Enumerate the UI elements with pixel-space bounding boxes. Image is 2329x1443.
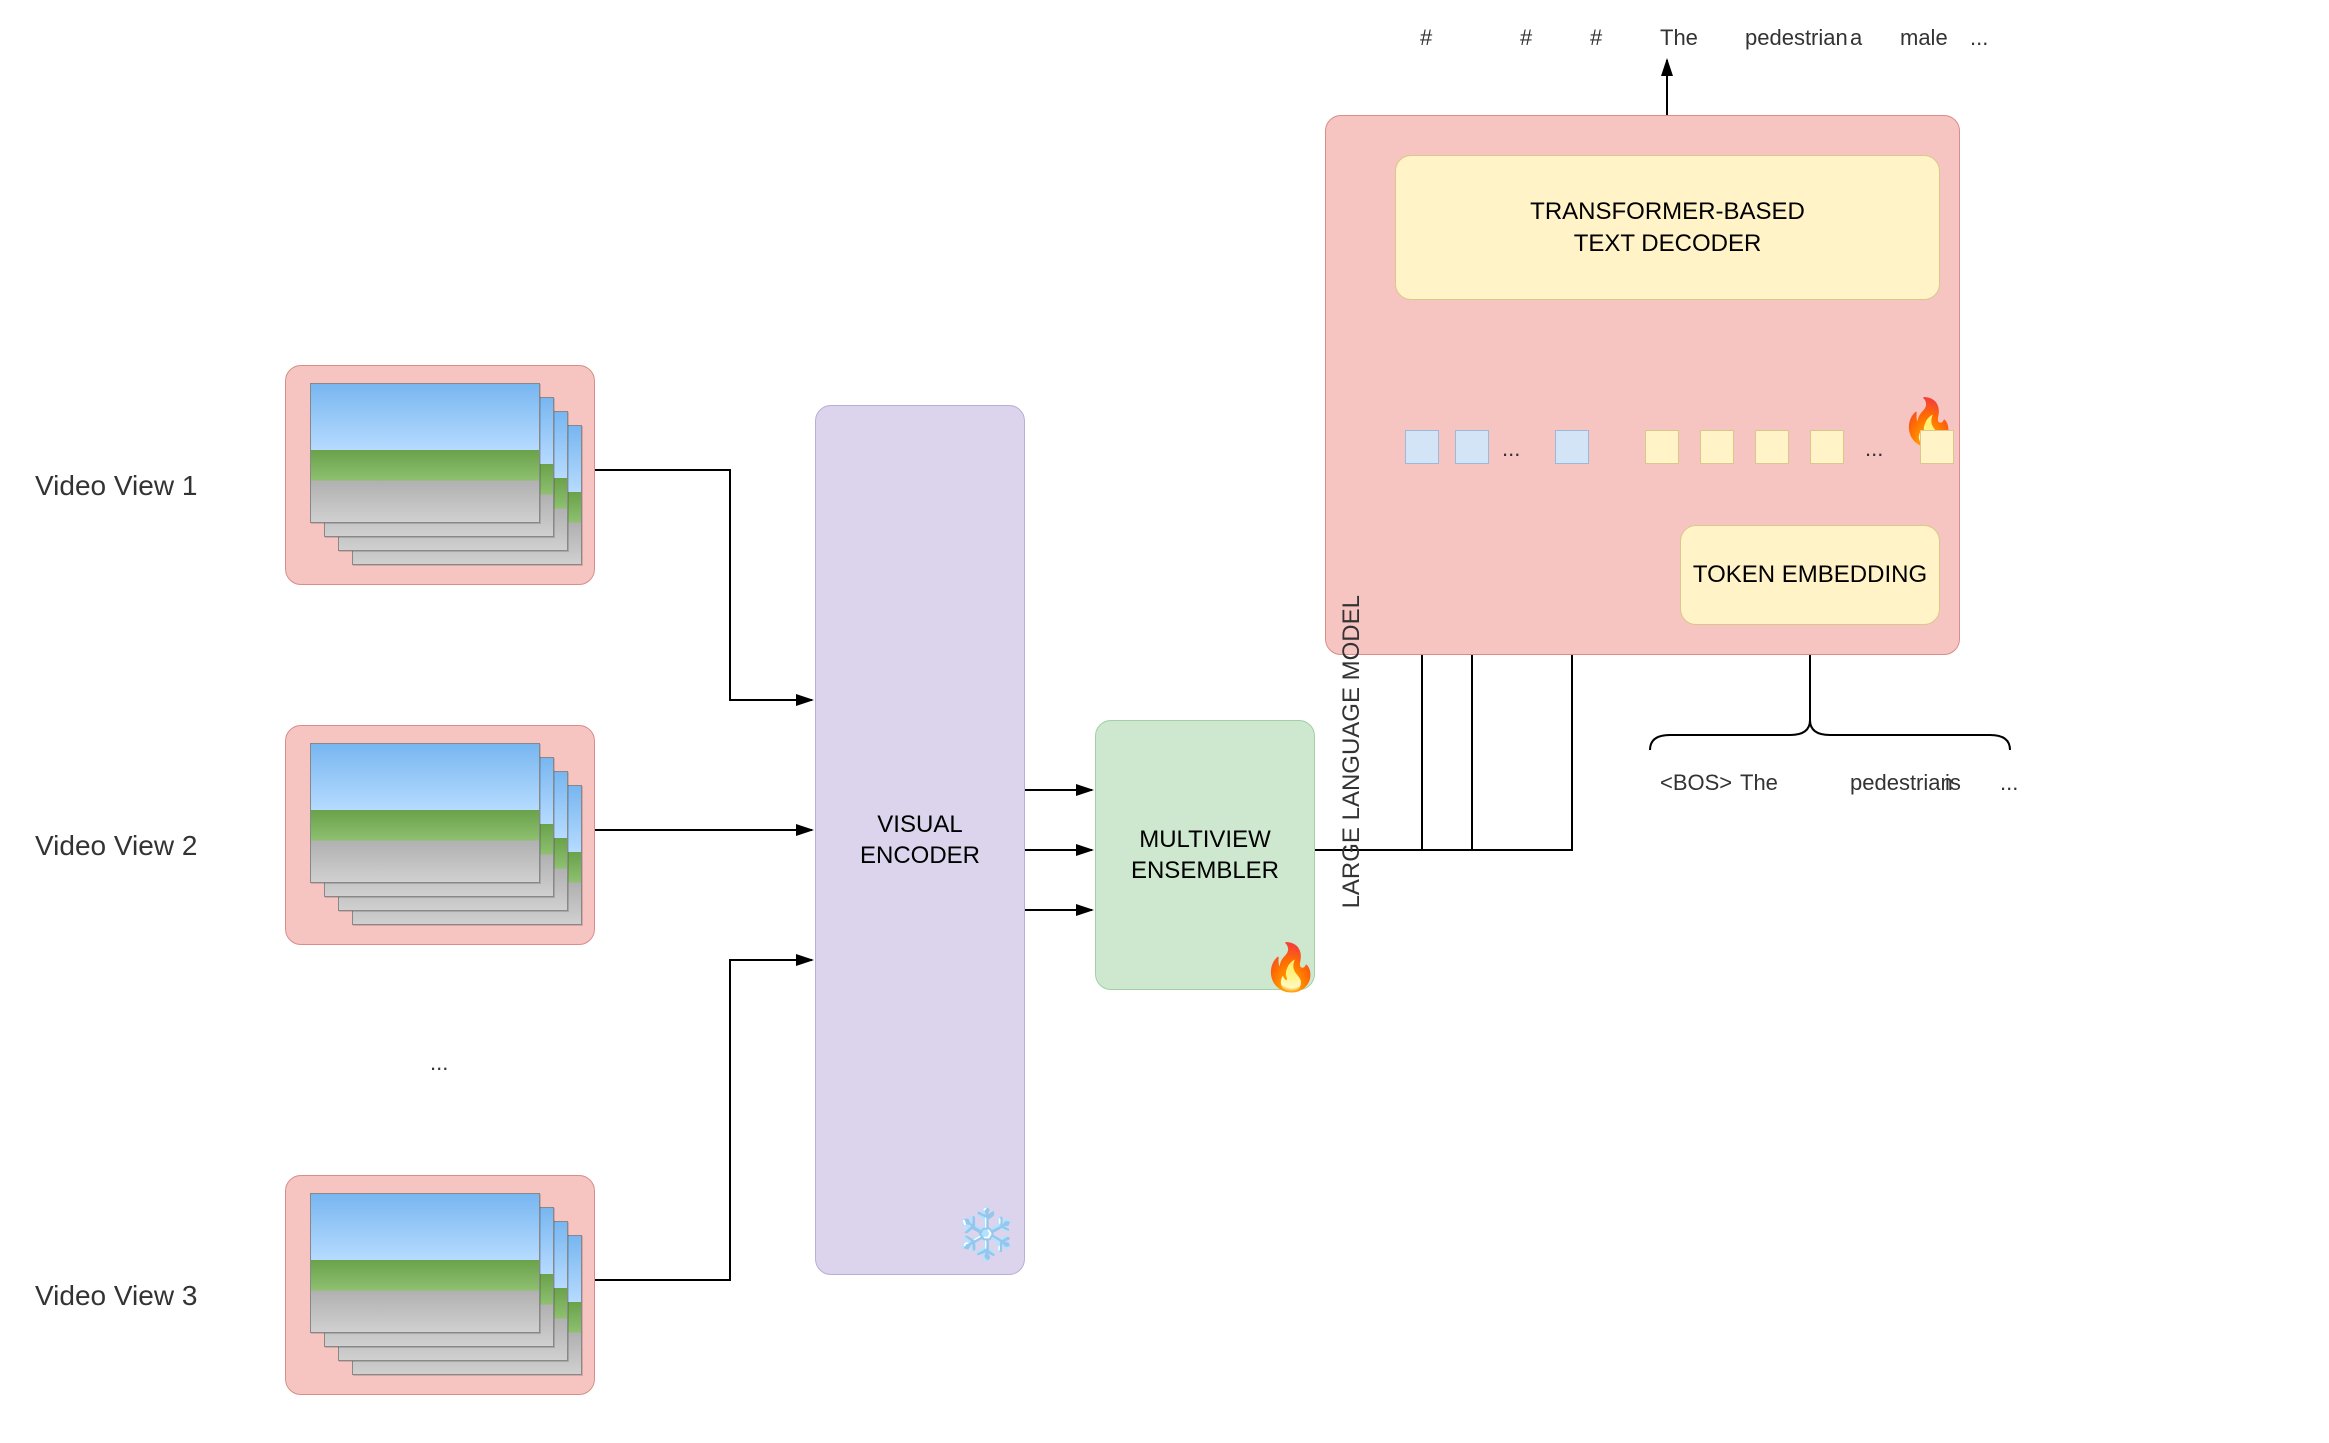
input-token: <BOS> bbox=[1660, 770, 1732, 796]
decoder-label: TRANSFORMER-BASED TEXT DECODER bbox=[1530, 196, 1805, 258]
visual-encoder-block: VISUAL ENCODER bbox=[815, 405, 1025, 1275]
visual-token bbox=[1555, 430, 1589, 464]
output-token: # bbox=[1590, 25, 1602, 51]
views-ellipsis: ... bbox=[430, 1050, 448, 1076]
output-token: a bbox=[1850, 25, 1862, 51]
token-embedding-label: TOKEN EMBEDDING bbox=[1693, 559, 1927, 590]
frozen-icon: ❄️ bbox=[955, 1205, 1017, 1264]
output-token: pedestrian bbox=[1745, 25, 1848, 51]
text-token bbox=[1810, 430, 1844, 464]
video-view-2-frame bbox=[310, 743, 540, 883]
visual-encoder-label: VISUAL ENCODER bbox=[860, 809, 980, 871]
llm-side-label: LARGE LANGUAGE MODEL bbox=[1338, 595, 1366, 908]
visual-token-ellipsis: ... bbox=[1502, 436, 1520, 462]
text-token bbox=[1700, 430, 1734, 464]
output-token: ... bbox=[1970, 25, 1988, 51]
visual-token bbox=[1405, 430, 1439, 464]
output-token: # bbox=[1420, 25, 1432, 51]
multiview-ensembler-label: MULTIVIEW ENSEMBLER bbox=[1131, 824, 1279, 886]
video-view-3-label: Video View 3 bbox=[35, 1280, 197, 1312]
input-token: is bbox=[1945, 770, 1961, 796]
input-token: ... bbox=[2000, 770, 2018, 796]
output-token: male bbox=[1900, 25, 1948, 51]
output-token: The bbox=[1660, 25, 1698, 51]
input-token: pedestrian bbox=[1850, 770, 1953, 796]
video-view-3-frame bbox=[310, 1193, 540, 1333]
visual-token bbox=[1455, 430, 1489, 464]
video-view-1-label: Video View 1 bbox=[35, 470, 197, 502]
text-token bbox=[1755, 430, 1789, 464]
video-view-2-label: Video View 2 bbox=[35, 830, 197, 862]
fire-icon-ensembler: 🔥 bbox=[1262, 940, 1319, 995]
input-token: The bbox=[1740, 770, 1778, 796]
token-embedding-block: TOKEN EMBEDDING bbox=[1680, 525, 1940, 625]
text-token-ellipsis: ... bbox=[1865, 436, 1883, 462]
decoder-block: TRANSFORMER-BASED TEXT DECODER bbox=[1395, 155, 1940, 300]
text-token bbox=[1645, 430, 1679, 464]
text-token bbox=[1920, 430, 1954, 464]
output-token: # bbox=[1520, 25, 1532, 51]
video-view-1-frame bbox=[310, 383, 540, 523]
